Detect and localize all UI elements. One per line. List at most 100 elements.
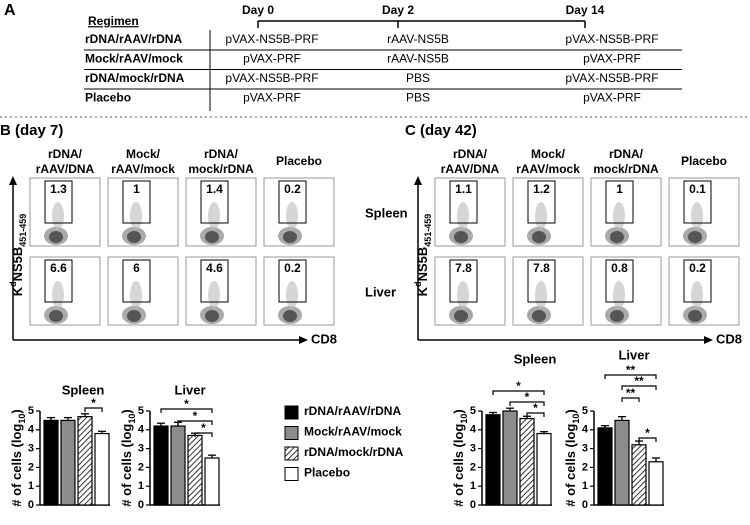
y-axis-label-part: 451-459 bbox=[18, 214, 28, 247]
significance-label: * bbox=[184, 397, 189, 411]
arrowhead bbox=[704, 336, 713, 344]
y-tick-label: 3 bbox=[138, 443, 144, 455]
gate-frequency: 0.2 bbox=[284, 261, 301, 275]
significance-bracket bbox=[160, 408, 213, 413]
cell-cloud bbox=[532, 310, 546, 322]
significance-label: ** bbox=[626, 363, 636, 377]
legend-label: rDNA/mock/rDNA bbox=[304, 445, 404, 459]
y-axis-label-part: 10 bbox=[127, 414, 137, 424]
flow-plot: 0.1 bbox=[668, 177, 740, 247]
y-axis-label-part: # of cells (log bbox=[9, 424, 24, 507]
table-cell: pVAX-PRF bbox=[243, 52, 301, 66]
bar bbox=[485, 414, 501, 506]
cell-cloud bbox=[205, 310, 219, 322]
y-axis-label-part: 10 bbox=[571, 414, 581, 424]
y-tick-label: 0 bbox=[470, 499, 476, 511]
group-header: rAAV/mock bbox=[111, 162, 175, 176]
gate-frequency: 0.2 bbox=[689, 261, 706, 275]
y-tick-label: 5 bbox=[582, 405, 588, 417]
y-tick-label: 3 bbox=[28, 443, 34, 455]
y-tick-label: 0 bbox=[138, 499, 144, 511]
y-axis-label-part: # of cells (log bbox=[451, 424, 466, 507]
cell-cloud bbox=[610, 231, 624, 243]
group-header: rAAV/mock bbox=[516, 162, 580, 176]
y-axis-label-part: K bbox=[415, 286, 430, 296]
column-header: Day 14 bbox=[566, 3, 605, 17]
y-axis-label-part: 10 bbox=[17, 414, 27, 424]
y-axis-label-part: NS5B bbox=[415, 247, 430, 282]
gate bbox=[122, 259, 151, 303]
gate-frequency: 1.1 bbox=[455, 182, 472, 196]
y-axis-label-part: d bbox=[8, 281, 18, 287]
gate-frequency: 7.8 bbox=[455, 261, 472, 275]
table-cell: pVAX-NS5B-PRF bbox=[565, 71, 658, 85]
gate bbox=[527, 180, 556, 224]
regimen-name: rDNA/mock/rDNA bbox=[85, 71, 185, 85]
bar bbox=[597, 427, 613, 506]
chart-title: Spleen bbox=[62, 382, 105, 397]
bar bbox=[43, 419, 59, 506]
chart-title: Liver bbox=[618, 347, 649, 362]
cell-cloud bbox=[208, 281, 220, 309]
significance-bracket bbox=[492, 390, 545, 395]
cell-cloud bbox=[52, 202, 64, 230]
bar bbox=[153, 425, 169, 506]
significance-label: * bbox=[516, 379, 521, 393]
arrowhead bbox=[9, 176, 17, 185]
y-tick-label: 4 bbox=[28, 424, 35, 436]
significance-label: * bbox=[645, 426, 650, 440]
cell-cloud bbox=[613, 202, 625, 230]
group-header: rDNA/ bbox=[204, 147, 239, 161]
y-tick-label: 4 bbox=[138, 424, 145, 436]
y-axis-label-part: K bbox=[10, 286, 25, 296]
flow-plot: 6.6 bbox=[29, 256, 101, 326]
y-axis-label-part: ) bbox=[9, 409, 24, 413]
table-cell: pVAX-NS5B-PRF bbox=[565, 32, 658, 46]
group-header: mock/rDNA bbox=[593, 162, 659, 176]
gate-frequency: 1.3 bbox=[50, 182, 67, 196]
column-header: Regimen bbox=[88, 14, 139, 28]
legend-swatch bbox=[284, 426, 299, 440]
gate bbox=[683, 259, 712, 303]
cell-cloud bbox=[613, 281, 625, 309]
flow-plot: 1.1 bbox=[434, 177, 506, 247]
gate bbox=[200, 259, 229, 303]
cell-cloud bbox=[127, 310, 141, 322]
table-cell: rAAV-NS5B bbox=[387, 52, 449, 66]
group-header: Placebo bbox=[681, 154, 727, 168]
table-cell: pVAX-PRF bbox=[583, 52, 641, 66]
gate-frequency: 1 bbox=[133, 182, 140, 196]
cell-cloud bbox=[127, 231, 141, 243]
y-axis-label-part: # of cells (log bbox=[119, 424, 134, 507]
significance-bracket bbox=[526, 412, 545, 417]
flow-plot: 0.2 bbox=[263, 177, 335, 247]
gate-frequency: 4.6 bbox=[206, 261, 223, 275]
y-tick-label: 0 bbox=[582, 499, 588, 511]
y-tick-label: 1 bbox=[138, 480, 144, 492]
y-tick-label: 4 bbox=[582, 424, 589, 436]
gate-frequency: 1 bbox=[616, 182, 623, 196]
legend-swatch bbox=[284, 405, 299, 420]
y-axis-label: # of cells (log10) bbox=[9, 409, 27, 506]
bar bbox=[614, 419, 630, 506]
gate-frequency: 0.1 bbox=[689, 182, 706, 196]
bar bbox=[519, 417, 535, 506]
flow-plot: 0.2 bbox=[263, 256, 335, 326]
significance-label: * bbox=[193, 409, 198, 423]
y-axis-label: # of cells (log10) bbox=[119, 409, 137, 506]
significance-label: * bbox=[525, 390, 530, 404]
table-cell: PBS bbox=[406, 71, 430, 85]
bar bbox=[170, 425, 186, 506]
tissue-label: Liver bbox=[365, 284, 396, 299]
y-axis-label-part: ) bbox=[563, 409, 578, 413]
y-tick-label: 3 bbox=[582, 443, 588, 455]
gate bbox=[449, 180, 478, 224]
table-cell: PBS bbox=[406, 91, 430, 105]
y-tick-label: 0 bbox=[28, 499, 34, 511]
y-axis-label-part: ) bbox=[451, 409, 466, 413]
cell-cloud bbox=[535, 281, 547, 309]
regimen-name: Placebo bbox=[85, 91, 131, 105]
significance-bracket bbox=[84, 407, 103, 412]
y-axis-label: # of cells (log10) bbox=[451, 409, 469, 506]
gate bbox=[278, 259, 307, 303]
